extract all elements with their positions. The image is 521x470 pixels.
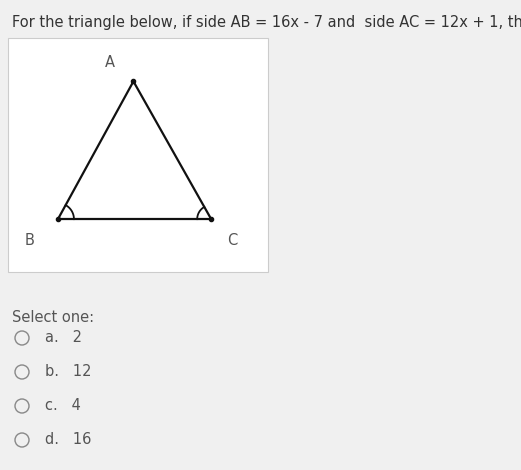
Text: d.   16: d. 16 [45,432,91,447]
FancyBboxPatch shape [8,38,268,272]
Text: C: C [227,233,237,248]
Text: For the triangle below, if side AB = 16x - 7 and  side AC = 12x + 1, then x = __: For the triangle below, if side AB = 16x… [12,15,521,31]
Text: a.   2: a. 2 [45,330,82,345]
Text: c.   4: c. 4 [45,399,81,414]
Text: b.   12: b. 12 [45,365,92,379]
Text: Select one:: Select one: [12,310,94,325]
Text: B: B [24,233,34,248]
Text: A: A [105,55,115,70]
